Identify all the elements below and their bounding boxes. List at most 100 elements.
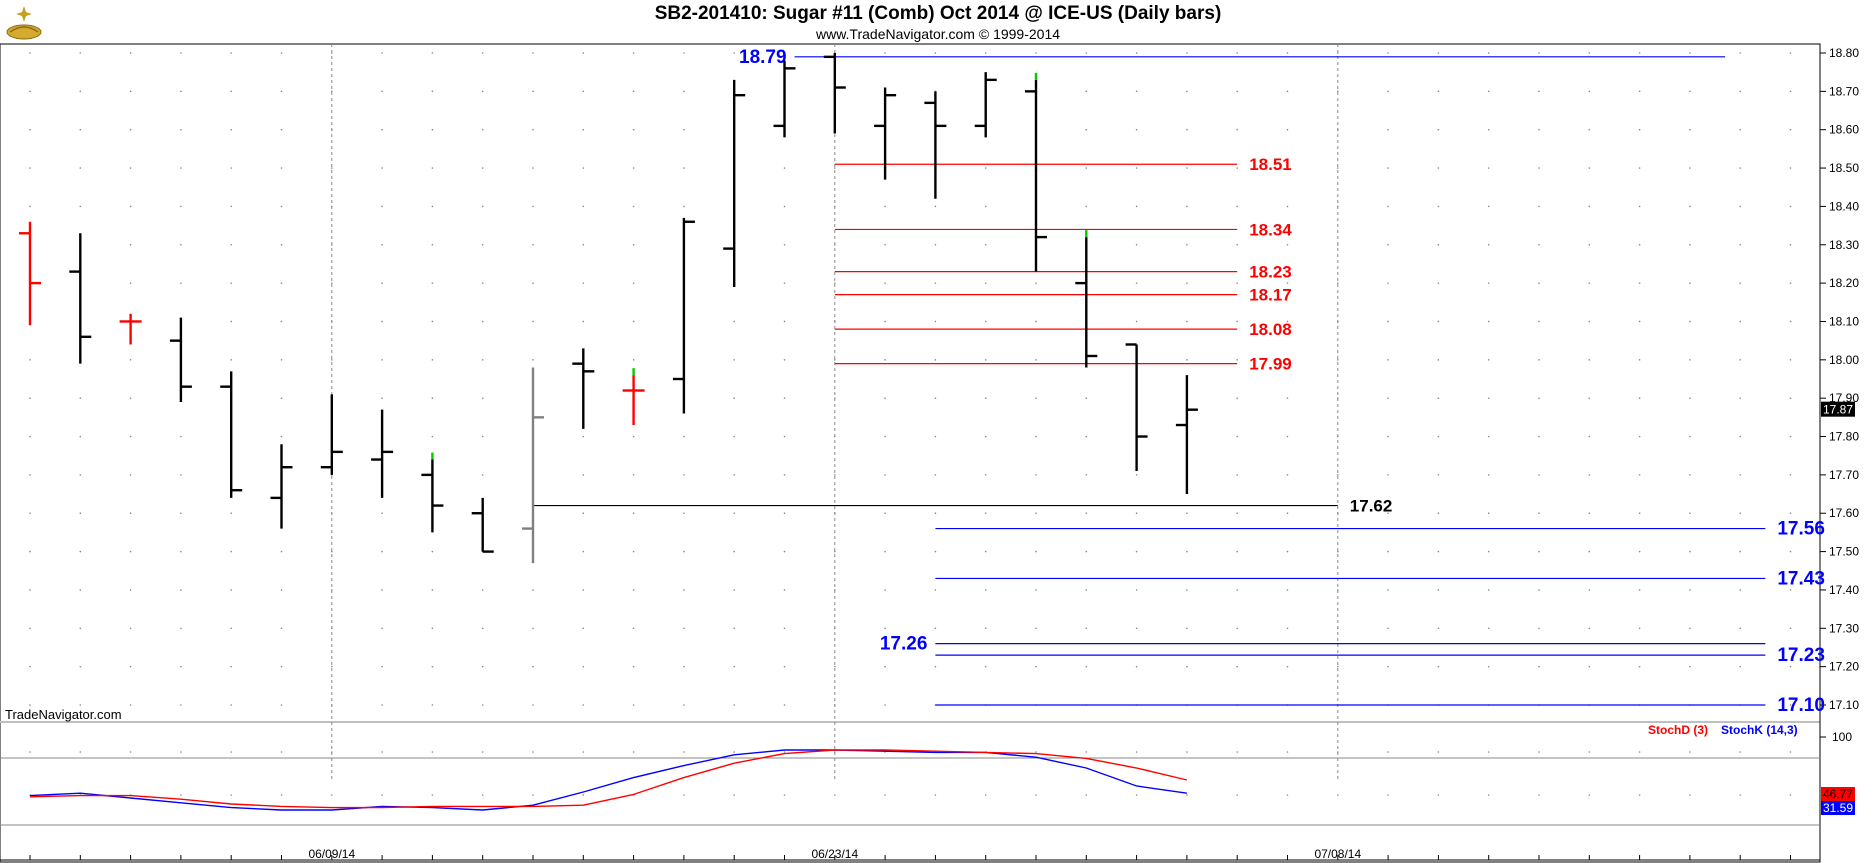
grid-dot xyxy=(632,320,635,323)
grid-dot xyxy=(1135,550,1138,553)
grid-dot xyxy=(1437,397,1440,399)
grid-dot xyxy=(1387,205,1389,208)
grid-dot xyxy=(1387,282,1389,284)
grid-dot xyxy=(331,282,333,284)
grid-dot xyxy=(1437,359,1440,361)
grid-dot xyxy=(934,359,937,361)
grid-dot xyxy=(1286,205,1289,208)
grid-dot xyxy=(180,282,182,284)
grid-dot xyxy=(1638,627,1641,630)
grid-dot xyxy=(1387,474,1389,476)
grid-dot xyxy=(1689,397,1691,399)
grid-dot xyxy=(632,627,635,630)
grid-dot xyxy=(1337,282,1339,284)
grid-dot xyxy=(1588,589,1591,591)
price-bar xyxy=(220,371,243,498)
grid-dot xyxy=(834,794,836,796)
grid-dot xyxy=(1739,627,1741,630)
grid-dot xyxy=(230,627,232,630)
grid-dot xyxy=(1387,52,1389,54)
grid-dot xyxy=(1286,397,1289,399)
grid-dot xyxy=(1035,474,1037,476)
grid-dot xyxy=(431,243,434,246)
y-tick-label: 17.80 xyxy=(1829,430,1859,444)
grid-dot xyxy=(1689,128,1691,131)
grid-dot xyxy=(280,90,283,93)
grid-dot xyxy=(1789,90,1792,93)
grid-dot xyxy=(381,397,383,399)
stochd-value-tag xyxy=(1821,787,1855,801)
grid-dot xyxy=(79,704,82,706)
grid-dot xyxy=(1387,167,1389,169)
grid-dot xyxy=(381,359,383,361)
price-bar xyxy=(1075,230,1098,368)
grid-dot xyxy=(1337,90,1339,93)
grid-dot xyxy=(1437,282,1440,284)
grid-dot xyxy=(1739,90,1741,93)
grid-dot xyxy=(1739,435,1741,438)
grid-dot xyxy=(129,359,132,361)
grid-dot xyxy=(481,704,484,706)
grid-dot xyxy=(1186,512,1188,515)
grid-dot xyxy=(1789,512,1792,515)
grid-dot xyxy=(1689,90,1691,93)
grid-dot xyxy=(1538,550,1540,553)
grid-dot xyxy=(582,243,585,246)
grid-dot xyxy=(29,167,31,169)
grid-dot xyxy=(1538,794,1540,796)
grid-dot xyxy=(381,589,383,591)
grid-dot xyxy=(1487,435,1490,438)
grid-dot xyxy=(1035,794,1037,796)
grid-dot xyxy=(381,167,383,169)
level-label: 17.43 xyxy=(1777,568,1825,589)
grid-dot xyxy=(1538,435,1540,438)
grid-dot xyxy=(1487,90,1490,93)
grid-dot xyxy=(481,167,484,169)
level-label: 17.26 xyxy=(880,634,928,655)
grid-dot xyxy=(331,550,333,553)
plot-frame xyxy=(0,43,1821,863)
grid-dot xyxy=(984,320,987,323)
grid-dot xyxy=(1437,167,1440,169)
chart-subtitle: www.TradeNavigator.com © 1999-2014 xyxy=(815,26,1061,42)
grid-dot xyxy=(129,397,132,399)
grid-dot xyxy=(180,243,182,246)
grid-dot xyxy=(230,751,232,753)
grid-dot xyxy=(1135,589,1138,591)
y-tick-label: 17.50 xyxy=(1829,545,1859,559)
grid-dot xyxy=(1085,627,1088,630)
grid-dot xyxy=(783,512,786,515)
grid-dot xyxy=(1437,512,1440,515)
grid-dot xyxy=(884,665,886,668)
grid-dot xyxy=(481,589,484,591)
grid-dot xyxy=(1638,167,1641,169)
grid-dot xyxy=(1186,282,1188,284)
grid-dot xyxy=(1588,359,1591,361)
grid-dot xyxy=(733,359,735,361)
grid-dot xyxy=(783,52,786,54)
grid-dot xyxy=(783,282,786,284)
price-bar xyxy=(974,72,997,138)
grid-dot xyxy=(129,205,132,208)
grid-dot xyxy=(1437,52,1440,54)
grid-dot xyxy=(79,589,82,591)
grid-dot xyxy=(1236,397,1238,399)
grid-dot xyxy=(783,320,786,323)
grid-dot xyxy=(1487,282,1490,284)
grid-dot xyxy=(632,435,635,438)
grid-dot xyxy=(1789,52,1792,54)
grid-dot xyxy=(683,751,685,753)
grid-dot xyxy=(934,550,937,553)
y-tick-label: 18.60 xyxy=(1829,123,1859,137)
grid-dot xyxy=(1588,550,1591,553)
grid-dot xyxy=(1739,52,1741,54)
grid-dot xyxy=(1739,167,1741,169)
grid-dot xyxy=(1739,550,1741,553)
price-bar xyxy=(371,409,394,498)
grid-dot xyxy=(431,359,434,361)
grid-dot xyxy=(1085,435,1088,438)
grid-dot xyxy=(1689,550,1691,553)
grid-dot xyxy=(431,589,434,591)
grid-dot xyxy=(783,205,786,208)
grid-dot xyxy=(29,205,31,208)
